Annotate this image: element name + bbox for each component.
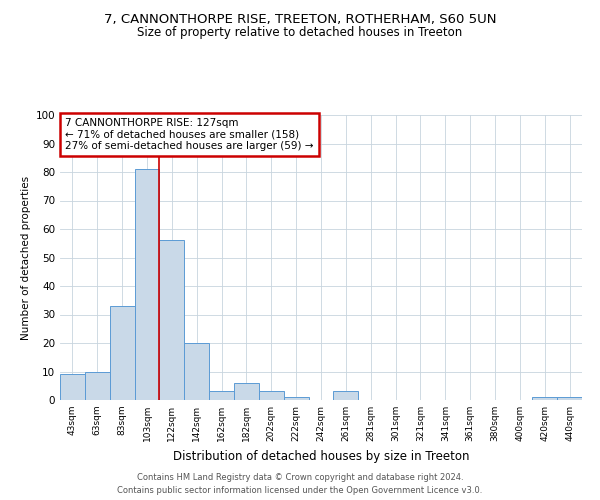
X-axis label: Distribution of detached houses by size in Treeton: Distribution of detached houses by size …: [173, 450, 469, 462]
Bar: [532, 397, 557, 400]
Bar: [209, 392, 234, 400]
Bar: [134, 169, 160, 400]
Bar: [284, 397, 308, 400]
Text: Size of property relative to detached houses in Treeton: Size of property relative to detached ho…: [137, 26, 463, 39]
Bar: [334, 392, 358, 400]
Text: Contains HM Land Registry data © Crown copyright and database right 2024.
Contai: Contains HM Land Registry data © Crown c…: [118, 474, 482, 495]
Bar: [184, 343, 209, 400]
Bar: [85, 372, 110, 400]
Bar: [259, 392, 284, 400]
Text: 7, CANNONTHORPE RISE, TREETON, ROTHERHAM, S60 5UN: 7, CANNONTHORPE RISE, TREETON, ROTHERHAM…: [104, 12, 496, 26]
Bar: [60, 374, 85, 400]
Text: 7 CANNONTHORPE RISE: 127sqm
← 71% of detached houses are smaller (158)
27% of se: 7 CANNONTHORPE RISE: 127sqm ← 71% of det…: [65, 118, 314, 151]
Bar: [557, 397, 582, 400]
Bar: [110, 306, 134, 400]
Bar: [160, 240, 184, 400]
Y-axis label: Number of detached properties: Number of detached properties: [22, 176, 31, 340]
Bar: [234, 383, 259, 400]
